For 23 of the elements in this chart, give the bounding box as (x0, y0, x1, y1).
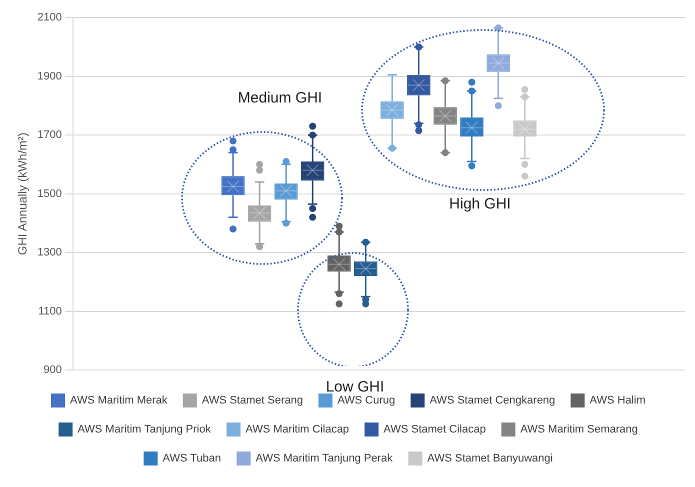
annotation: Medium GHI (238, 90, 322, 106)
legend-label: AWS Maritim Semarang (520, 424, 638, 436)
legend-label: AWS Stamet Cengkareng (430, 394, 556, 407)
legend-label: AWS Maritim Merak (70, 394, 168, 407)
y-tick-label: 1500 (37, 188, 62, 200)
legend-label: AWS Tuban (162, 452, 221, 465)
annotation: High GHI (449, 196, 511, 212)
legend-label: AWS Curug (337, 394, 396, 407)
legend-label: AWS Stamet Banyuwangi (427, 452, 553, 465)
legend-label: AWS Maritim Tanjung Perak (256, 452, 394, 465)
y-tick-label: 900 (44, 364, 62, 376)
y-axis-title: GHI Annually (kWh/m²) (16, 132, 30, 256)
y-tick-label: 1300 (37, 246, 62, 259)
legend-label: AWS Maritim Cilacap (246, 424, 350, 436)
legend-label: AWS Halim (590, 394, 646, 407)
legend-label: AWS Maritim Tanjung Priok (78, 424, 212, 436)
legend-label: AWS Stamet Serang (202, 394, 303, 407)
text: Low GHI (326, 378, 384, 396)
legend-label: AWS Stamet Cilacap (384, 424, 486, 436)
y-tick-label: 1100 (38, 305, 62, 318)
y-tick-label: 1900 (37, 70, 62, 82)
y-tick-label: 1700 (37, 129, 62, 142)
y-tick-label: 2100 (37, 12, 62, 24)
